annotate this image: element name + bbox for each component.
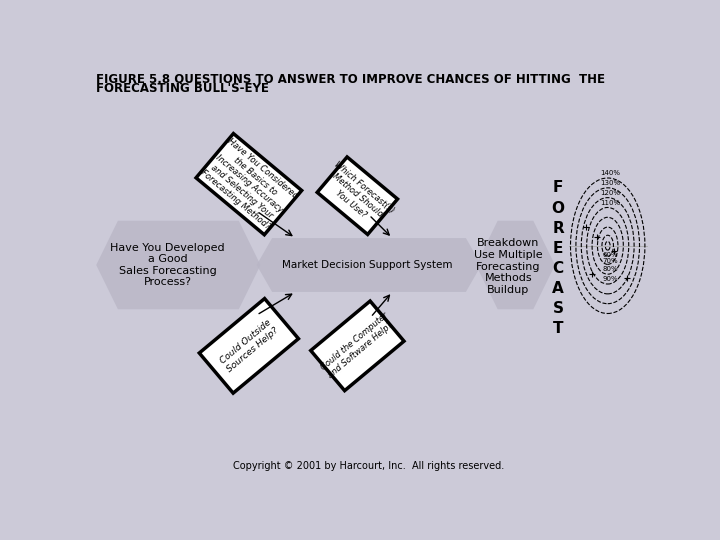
- Text: R: R: [552, 220, 564, 235]
- Text: Have You Considered
the Basics to
Increasing Accuracy
and Selecting Your
Forecas: Have You Considered the Basics to Increa…: [199, 136, 300, 232]
- Text: 70%: 70%: [602, 258, 618, 264]
- Text: A: A: [552, 281, 564, 295]
- Polygon shape: [256, 238, 482, 292]
- Text: F: F: [553, 180, 563, 195]
- Text: FIGURE 5.8 QUESTIONS TO ANSWER TO IMPROVE CHANCES OF HITTING  THE: FIGURE 5.8 QUESTIONS TO ANSWER TO IMPROV…: [96, 72, 606, 85]
- Text: Could Outside
Sources Help?: Could Outside Sources Help?: [218, 318, 279, 374]
- Polygon shape: [476, 221, 555, 309]
- Polygon shape: [318, 157, 397, 234]
- Text: 60%: 60%: [602, 252, 618, 258]
- Text: 130%: 130%: [600, 180, 620, 186]
- Text: 110%: 110%: [600, 200, 620, 206]
- Text: Could the Computer
and Software Help?: Could the Computer and Software Help?: [319, 311, 396, 381]
- Text: T: T: [553, 321, 563, 336]
- Text: Breakdown: Breakdown: [477, 239, 540, 248]
- Text: Market Decision Support System: Market Decision Support System: [282, 260, 453, 270]
- Text: S: S: [553, 301, 564, 315]
- Polygon shape: [196, 133, 302, 235]
- Text: O: O: [552, 200, 564, 215]
- Text: Have You Developed
a Good
Sales Forecasting
Process?: Have You Developed a Good Sales Forecast…: [110, 242, 225, 287]
- Polygon shape: [311, 301, 404, 390]
- Text: 120%: 120%: [600, 190, 620, 196]
- Text: FORECASTING BULL'S-EYE: FORECASTING BULL'S-EYE: [96, 82, 269, 94]
- Polygon shape: [96, 221, 261, 309]
- Text: E: E: [553, 240, 563, 255]
- Text: 80%: 80%: [602, 266, 618, 272]
- Polygon shape: [199, 299, 299, 393]
- Text: 90%: 90%: [602, 276, 618, 282]
- Text: Use Multiple
Forecasting
Methods: Use Multiple Forecasting Methods: [474, 250, 543, 283]
- Text: 140%: 140%: [600, 171, 620, 177]
- Text: Buildup: Buildup: [487, 285, 530, 295]
- Text: Copyright © 2001 by Harcourt, Inc.  All rights reserved.: Copyright © 2001 by Harcourt, Inc. All r…: [233, 461, 505, 471]
- Text: Which Forecast(s)
Method Should
You Use?: Which Forecast(s) Method Should You Use?: [319, 160, 396, 231]
- Text: C: C: [552, 261, 564, 275]
